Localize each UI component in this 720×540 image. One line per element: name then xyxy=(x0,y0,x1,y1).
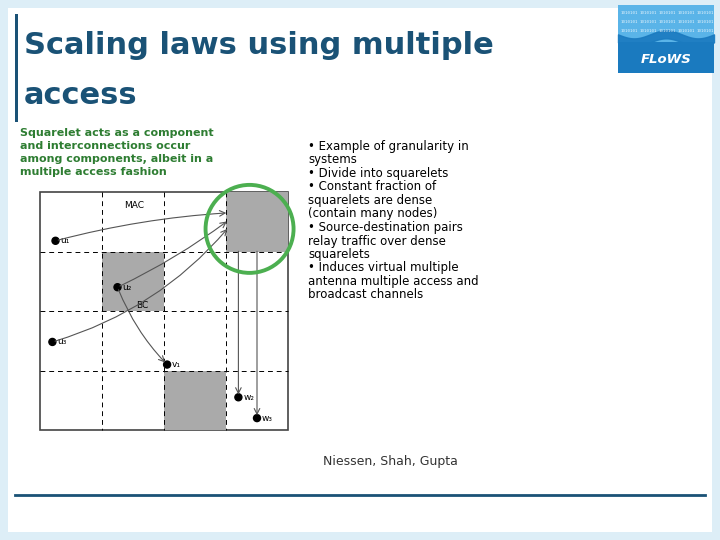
Text: 1010101: 1010101 xyxy=(640,20,657,24)
Text: 1010101: 1010101 xyxy=(621,29,639,33)
Text: u₁: u₁ xyxy=(60,237,70,245)
Text: 1010101: 1010101 xyxy=(697,11,714,15)
Text: 1010101: 1010101 xyxy=(640,29,657,33)
Text: access: access xyxy=(24,82,138,111)
Text: • Induces virtual multiple: • Induces virtual multiple xyxy=(308,261,459,274)
Text: squarelets are dense: squarelets are dense xyxy=(308,194,432,207)
Text: Scaling laws using multiple: Scaling laws using multiple xyxy=(24,31,494,60)
Text: 1010101: 1010101 xyxy=(678,11,696,15)
Text: u₃: u₃ xyxy=(58,338,67,347)
Text: 1010101: 1010101 xyxy=(640,11,657,15)
Text: 1010101: 1010101 xyxy=(659,20,677,24)
Bar xyxy=(226,192,288,252)
Bar xyxy=(102,252,164,311)
Text: 1010101: 1010101 xyxy=(621,11,639,15)
Circle shape xyxy=(235,394,242,401)
Text: • Divide into squarelets: • Divide into squarelets xyxy=(308,167,449,180)
Text: broadcast channels: broadcast channels xyxy=(308,288,423,301)
Text: Niessen, Shah, Gupta: Niessen, Shah, Gupta xyxy=(323,456,457,469)
Text: BC: BC xyxy=(136,301,148,309)
Bar xyxy=(40,192,288,430)
Bar xyxy=(618,5,714,73)
Circle shape xyxy=(114,284,121,291)
Text: multiple access fashion: multiple access fashion xyxy=(20,167,167,177)
Text: Squarelet acts as a component: Squarelet acts as a component xyxy=(20,128,214,138)
Text: antenna multiple access and: antenna multiple access and xyxy=(308,275,479,288)
Circle shape xyxy=(253,415,261,422)
Text: w₂: w₂ xyxy=(243,393,254,402)
Circle shape xyxy=(49,339,56,346)
Bar xyxy=(15,14,18,122)
Circle shape xyxy=(52,237,59,244)
Text: u₂: u₂ xyxy=(122,283,132,292)
Text: • Constant fraction of: • Constant fraction of xyxy=(308,180,436,193)
Text: systems: systems xyxy=(308,153,357,166)
Text: MAC: MAC xyxy=(124,200,144,210)
Text: 1010101: 1010101 xyxy=(697,29,714,33)
Text: 1010101: 1010101 xyxy=(678,20,696,24)
Text: 1010101: 1010101 xyxy=(659,11,677,15)
Text: 1010101: 1010101 xyxy=(678,29,696,33)
Text: v₁: v₁ xyxy=(172,360,181,369)
Text: w₃: w₃ xyxy=(262,414,273,423)
Text: relay traffic over dense: relay traffic over dense xyxy=(308,234,446,247)
Bar xyxy=(164,370,226,430)
Circle shape xyxy=(163,361,171,368)
Text: FLoWS: FLoWS xyxy=(641,53,691,66)
Text: squarelets: squarelets xyxy=(308,248,370,261)
Text: 1010101: 1010101 xyxy=(621,20,639,24)
Text: and interconnections occur: and interconnections occur xyxy=(20,141,190,151)
Text: • Source-destination pairs: • Source-destination pairs xyxy=(308,221,463,234)
Bar xyxy=(618,5,714,43)
Text: (contain many nodes): (contain many nodes) xyxy=(308,207,437,220)
Text: • Example of granularity in: • Example of granularity in xyxy=(308,140,469,153)
Text: 1010101: 1010101 xyxy=(659,29,677,33)
Text: 1010101: 1010101 xyxy=(697,20,714,24)
Text: among components, albeit in a: among components, albeit in a xyxy=(20,154,213,164)
